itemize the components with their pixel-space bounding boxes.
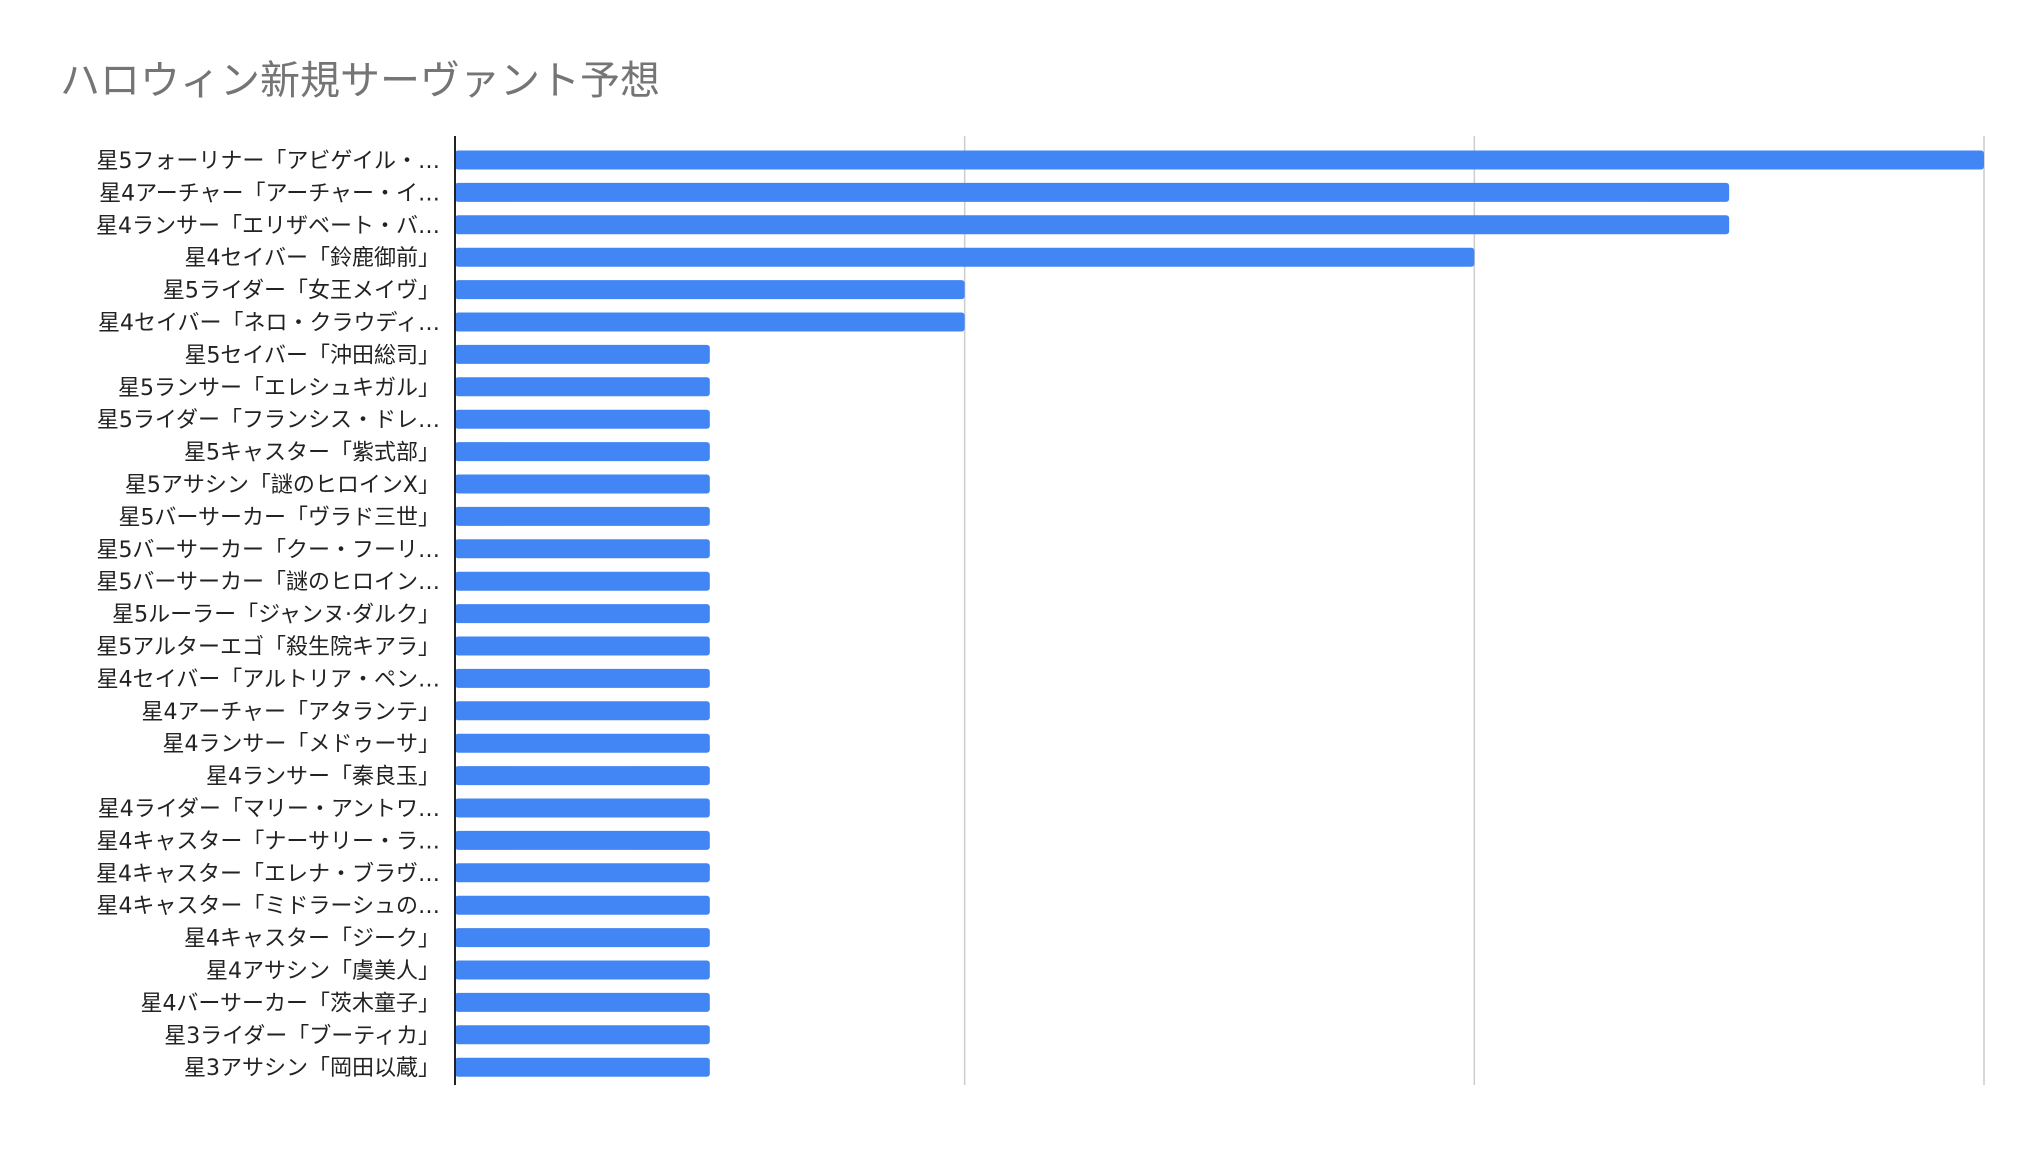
category-label: 星4キャスター「ミドラーシュの… [96, 894, 440, 919]
bar [455, 150, 1984, 170]
category-label: 星4バーサーカー「茨木童子」 [140, 991, 440, 1016]
bar [455, 312, 965, 332]
category-label: 星5セイバー「沖田総司」 [184, 343, 440, 368]
category-label: 星5バーサーカー「謎のヒロイン… [96, 570, 440, 595]
bar [455, 766, 710, 786]
bar [455, 1057, 710, 1077]
category-label: 星4セイバー「ネロ・クラウディ… [98, 311, 440, 336]
bar [455, 280, 965, 300]
category-label: 星4キャスター「ナーサリー・ラ… [96, 829, 440, 854]
chart-title: ハロウィン新規サーヴァント予想 [60, 58, 660, 104]
bar [455, 474, 710, 494]
bar [455, 247, 1475, 267]
category-label: 星5バーサーカー「ヴラド三世」 [118, 505, 440, 530]
bar [455, 928, 710, 948]
category-label: 星4キャスター「エレナ・ブラヴ… [96, 862, 440, 887]
bar [455, 344, 710, 364]
bar [455, 539, 710, 559]
category-label: 星5キャスター「紫式部」 [184, 441, 440, 466]
bar [455, 1025, 710, 1045]
category-label: 星5ランサー「エレシュキガル」 [118, 376, 440, 401]
bar [455, 571, 710, 591]
category-label: 星4アサシン「虞美人」 [206, 959, 440, 984]
bar [455, 636, 710, 656]
category-label: 星5アサシン「謎のヒロインX」 [125, 473, 440, 498]
category-label: 星4ランサー「秦良玉」 [206, 765, 440, 790]
bar [455, 895, 710, 915]
category-label: 星4セイバー「鈴鹿御前」 [184, 246, 440, 271]
bar [455, 506, 710, 526]
bar [455, 604, 710, 624]
bar [455, 733, 710, 753]
bar [455, 668, 710, 688]
category-label: 星4セイバー「アルトリア・ペン… [97, 667, 440, 692]
category-label: 星4ランサー「メドゥーサ」 [162, 732, 440, 757]
category-label: 星4アーチャー「アーチャー・イ… [99, 181, 440, 206]
bar [455, 863, 710, 883]
category-label: 星4キャスター「ジーク」 [184, 927, 440, 952]
bar [455, 960, 710, 980]
category-label: 星4ランサー「エリザベート・バ… [96, 214, 440, 239]
category-label: 星5ライダー「フランシス・ドレ… [97, 408, 440, 433]
bar [455, 409, 710, 429]
category-label: 星5ライダー「女王メイヴ」 [163, 279, 440, 304]
category-label: 星5アルターエゴ「殺生院キアラ」 [96, 635, 440, 660]
category-label: 星4アーチャー「アタランテ」 [142, 700, 440, 725]
bar [455, 701, 710, 721]
bar [455, 798, 710, 818]
category-label: 星4ライダー「マリー・アントワ… [98, 797, 440, 822]
bar [455, 182, 1730, 202]
category-label: 星5ルーラー「ジャンヌ·ダルク」 [112, 603, 440, 628]
bar [455, 215, 1730, 235]
bar [455, 442, 710, 462]
bar [455, 830, 710, 850]
bar [455, 992, 710, 1012]
bar [455, 377, 710, 397]
category-label: 星5バーサーカー「クー・フーリ… [96, 538, 440, 563]
category-label: 星5フォーリナー「アビゲイル・… [96, 149, 440, 174]
category-label: 星3アサシン「岡田以蔵」 [184, 1056, 440, 1081]
category-label: 星3ライダー「ブーティカ」 [164, 1024, 440, 1049]
